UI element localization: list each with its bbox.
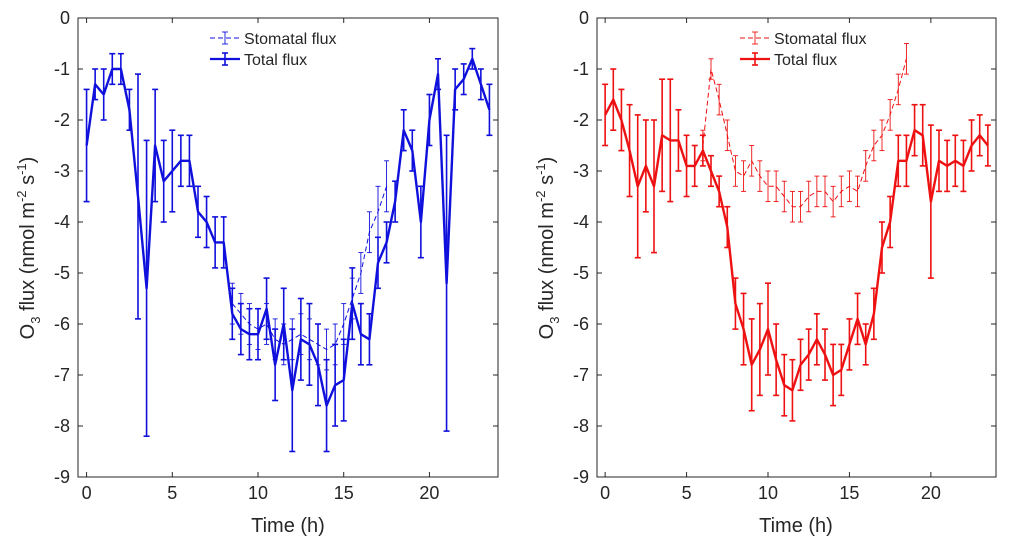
y-tick-label: -3 xyxy=(54,161,70,181)
series-line xyxy=(85,57,491,407)
y-tick-label: -9 xyxy=(573,467,589,487)
error-bar xyxy=(732,155,738,187)
error-bar xyxy=(741,160,747,192)
legend-swatch xyxy=(740,52,770,66)
error-bar xyxy=(855,175,861,208)
y-tick-label: -6 xyxy=(573,314,589,334)
y-tick-label: -5 xyxy=(54,263,70,283)
y-tick-label: -8 xyxy=(54,416,70,436)
legend-item: Stomatal flux xyxy=(740,31,866,48)
tick-marks-right: 0 5 10 15 20 0 -1 -2 -3 -4 -5 -6 -7 -8 -9 xyxy=(573,8,996,503)
chart-panel-left: 0 5 10 15 20 0 -1 -2 -3 -4 -5 -6 -7 -8 -9 Stomatal flu… xyxy=(14,8,499,537)
y-tick-label: -9 xyxy=(54,467,70,487)
x-tick-label: 20 xyxy=(921,483,941,503)
plot-frame-right xyxy=(596,17,997,478)
y-tick-label: 0 xyxy=(579,8,589,28)
y-tick-label: 0 xyxy=(60,8,70,28)
x-tick-label: 5 xyxy=(682,483,692,503)
y-tick-label: -7 xyxy=(54,365,70,385)
plot-frame-left xyxy=(77,17,499,478)
series-line xyxy=(702,58,907,208)
y-tick-label: -5 xyxy=(573,263,589,283)
y-tick-label: -3 xyxy=(573,161,589,181)
legend-label: Stomatal flux xyxy=(244,31,336,48)
legend-swatch xyxy=(210,31,240,45)
chart-panel-right: 0 5 10 15 20 0 -1 -2 -3 -4 -5 -6 -7 -8 -9 Stomatal flu… xyxy=(533,8,997,537)
error-bar xyxy=(83,88,90,203)
series-group-left xyxy=(83,47,493,453)
legend-swatch xyxy=(740,31,770,45)
x-tick-label: 10 xyxy=(248,483,268,503)
y-tick-label: -1 xyxy=(573,59,589,79)
series-stomatal xyxy=(700,43,909,223)
x-tick-label: 15 xyxy=(334,483,354,503)
y-axis-label-left: O3 flux (nmol m-2 s-1) xyxy=(14,157,43,340)
legend-swatch xyxy=(210,52,240,66)
error-bar xyxy=(871,129,877,162)
legend-item: Stomatal flux xyxy=(210,31,336,48)
legend-left: Stomatal flux Total flux xyxy=(210,31,336,69)
series-line xyxy=(604,98,989,392)
x-tick-label: 5 xyxy=(167,483,177,503)
y-tick-label: -4 xyxy=(54,212,70,232)
y-tick-label: -4 xyxy=(573,212,589,232)
tick-marks-left: 0 5 10 15 20 0 -1 -2 -3 -4 -5 -6 -7 -8 -9 xyxy=(54,8,498,503)
x-tick-label: 20 xyxy=(419,483,439,503)
error-bar xyxy=(806,180,812,213)
x-tick-label: 15 xyxy=(839,483,859,503)
error-bar xyxy=(903,43,909,75)
y-axis-label-right: O3 flux (nmol m-2 s-1) xyxy=(533,157,562,340)
series-total xyxy=(602,68,991,422)
y-tick-label: -7 xyxy=(573,365,589,385)
error-bar xyxy=(830,185,836,218)
error-bar xyxy=(765,170,771,203)
y-tick-label: -1 xyxy=(54,59,70,79)
y-tick-label: -8 xyxy=(573,416,589,436)
error-bar xyxy=(486,83,493,137)
y-tick-label: -6 xyxy=(54,314,70,334)
x-axis-label-left: Time (h) xyxy=(251,515,325,537)
error-bar xyxy=(773,170,779,203)
legend-label: Total flux xyxy=(774,52,837,69)
series-total xyxy=(83,47,493,453)
legend-label: Total flux xyxy=(244,52,307,69)
x-tick-label: 0 xyxy=(600,483,610,503)
x-tick-label: 0 xyxy=(82,483,92,503)
y-tick-label: -2 xyxy=(573,110,589,130)
series-group-right xyxy=(602,43,991,422)
legend-label: Stomatal flux xyxy=(774,31,866,48)
legend-item: Total flux xyxy=(740,52,837,69)
y-tick-label: -2 xyxy=(54,110,70,130)
legend-right: Stomatal flux Total flux xyxy=(740,31,866,69)
legend-item: Total flux xyxy=(210,52,307,69)
x-axis-label-right: Time (h) xyxy=(759,515,833,537)
x-tick-label: 10 xyxy=(758,483,778,503)
